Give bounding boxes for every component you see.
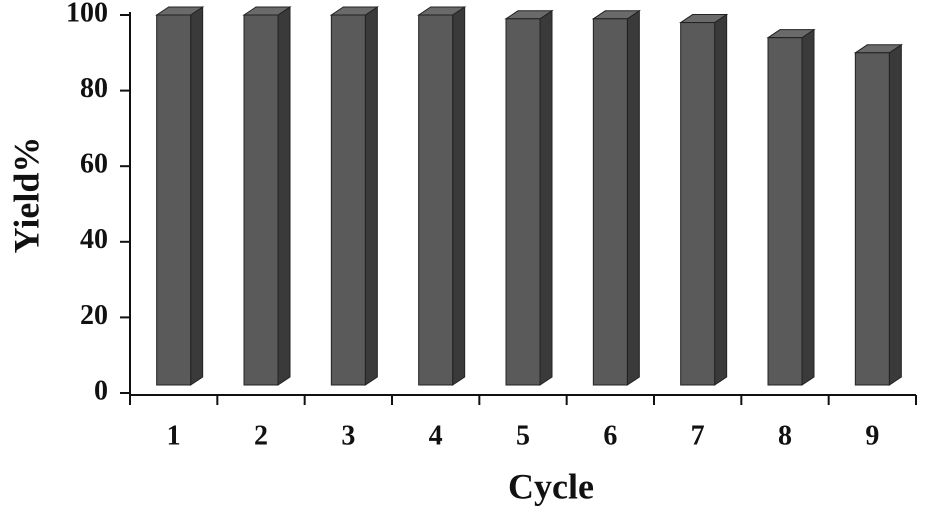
bar-front	[505, 18, 541, 386]
bar	[679, 13, 729, 386]
y-tick-label: 20	[80, 300, 108, 331]
y-axis-title: Yield%	[6, 137, 46, 254]
bar-side	[539, 9, 553, 386]
x-tick-label: 7	[691, 420, 705, 451]
y-tick-label: 0	[94, 375, 108, 406]
bar-front	[680, 22, 716, 386]
x-tick-label: 6	[603, 420, 617, 451]
bar-front	[330, 14, 366, 386]
bar-side	[801, 28, 815, 386]
x-axis-title: Cycle	[508, 466, 594, 506]
bar-side	[626, 9, 640, 386]
x-tick-label: 3	[341, 420, 355, 451]
y-tick-label: 100	[66, 0, 108, 28]
bar-side	[888, 43, 902, 386]
bar-front	[418, 14, 454, 386]
bar	[329, 6, 379, 386]
bar	[766, 28, 816, 386]
x-tick-label: 5	[516, 420, 530, 451]
bar-front	[767, 37, 803, 386]
x-tick-label: 9	[865, 420, 879, 451]
x-tick-label: 2	[254, 420, 268, 451]
bar-side	[277, 6, 291, 386]
bar	[242, 6, 292, 386]
x-tick-label: 4	[429, 420, 443, 451]
y-tick-label: 40	[80, 224, 108, 255]
bar-front	[592, 18, 628, 386]
bar	[504, 9, 554, 386]
x-tick-label: 1	[167, 420, 181, 451]
bar-side	[452, 6, 466, 386]
y-tick-label: 60	[80, 149, 108, 180]
bar	[591, 9, 641, 386]
bar-side	[190, 6, 204, 386]
bar	[155, 6, 205, 386]
bar-front	[243, 14, 279, 386]
bar	[417, 6, 467, 386]
x-tick-label: 8	[778, 420, 792, 451]
bar-side	[364, 6, 378, 386]
bar	[853, 43, 903, 386]
y-tick-label: 80	[80, 73, 108, 104]
bar-side	[714, 13, 728, 386]
bar-front	[854, 52, 890, 386]
bar-front	[156, 14, 192, 386]
